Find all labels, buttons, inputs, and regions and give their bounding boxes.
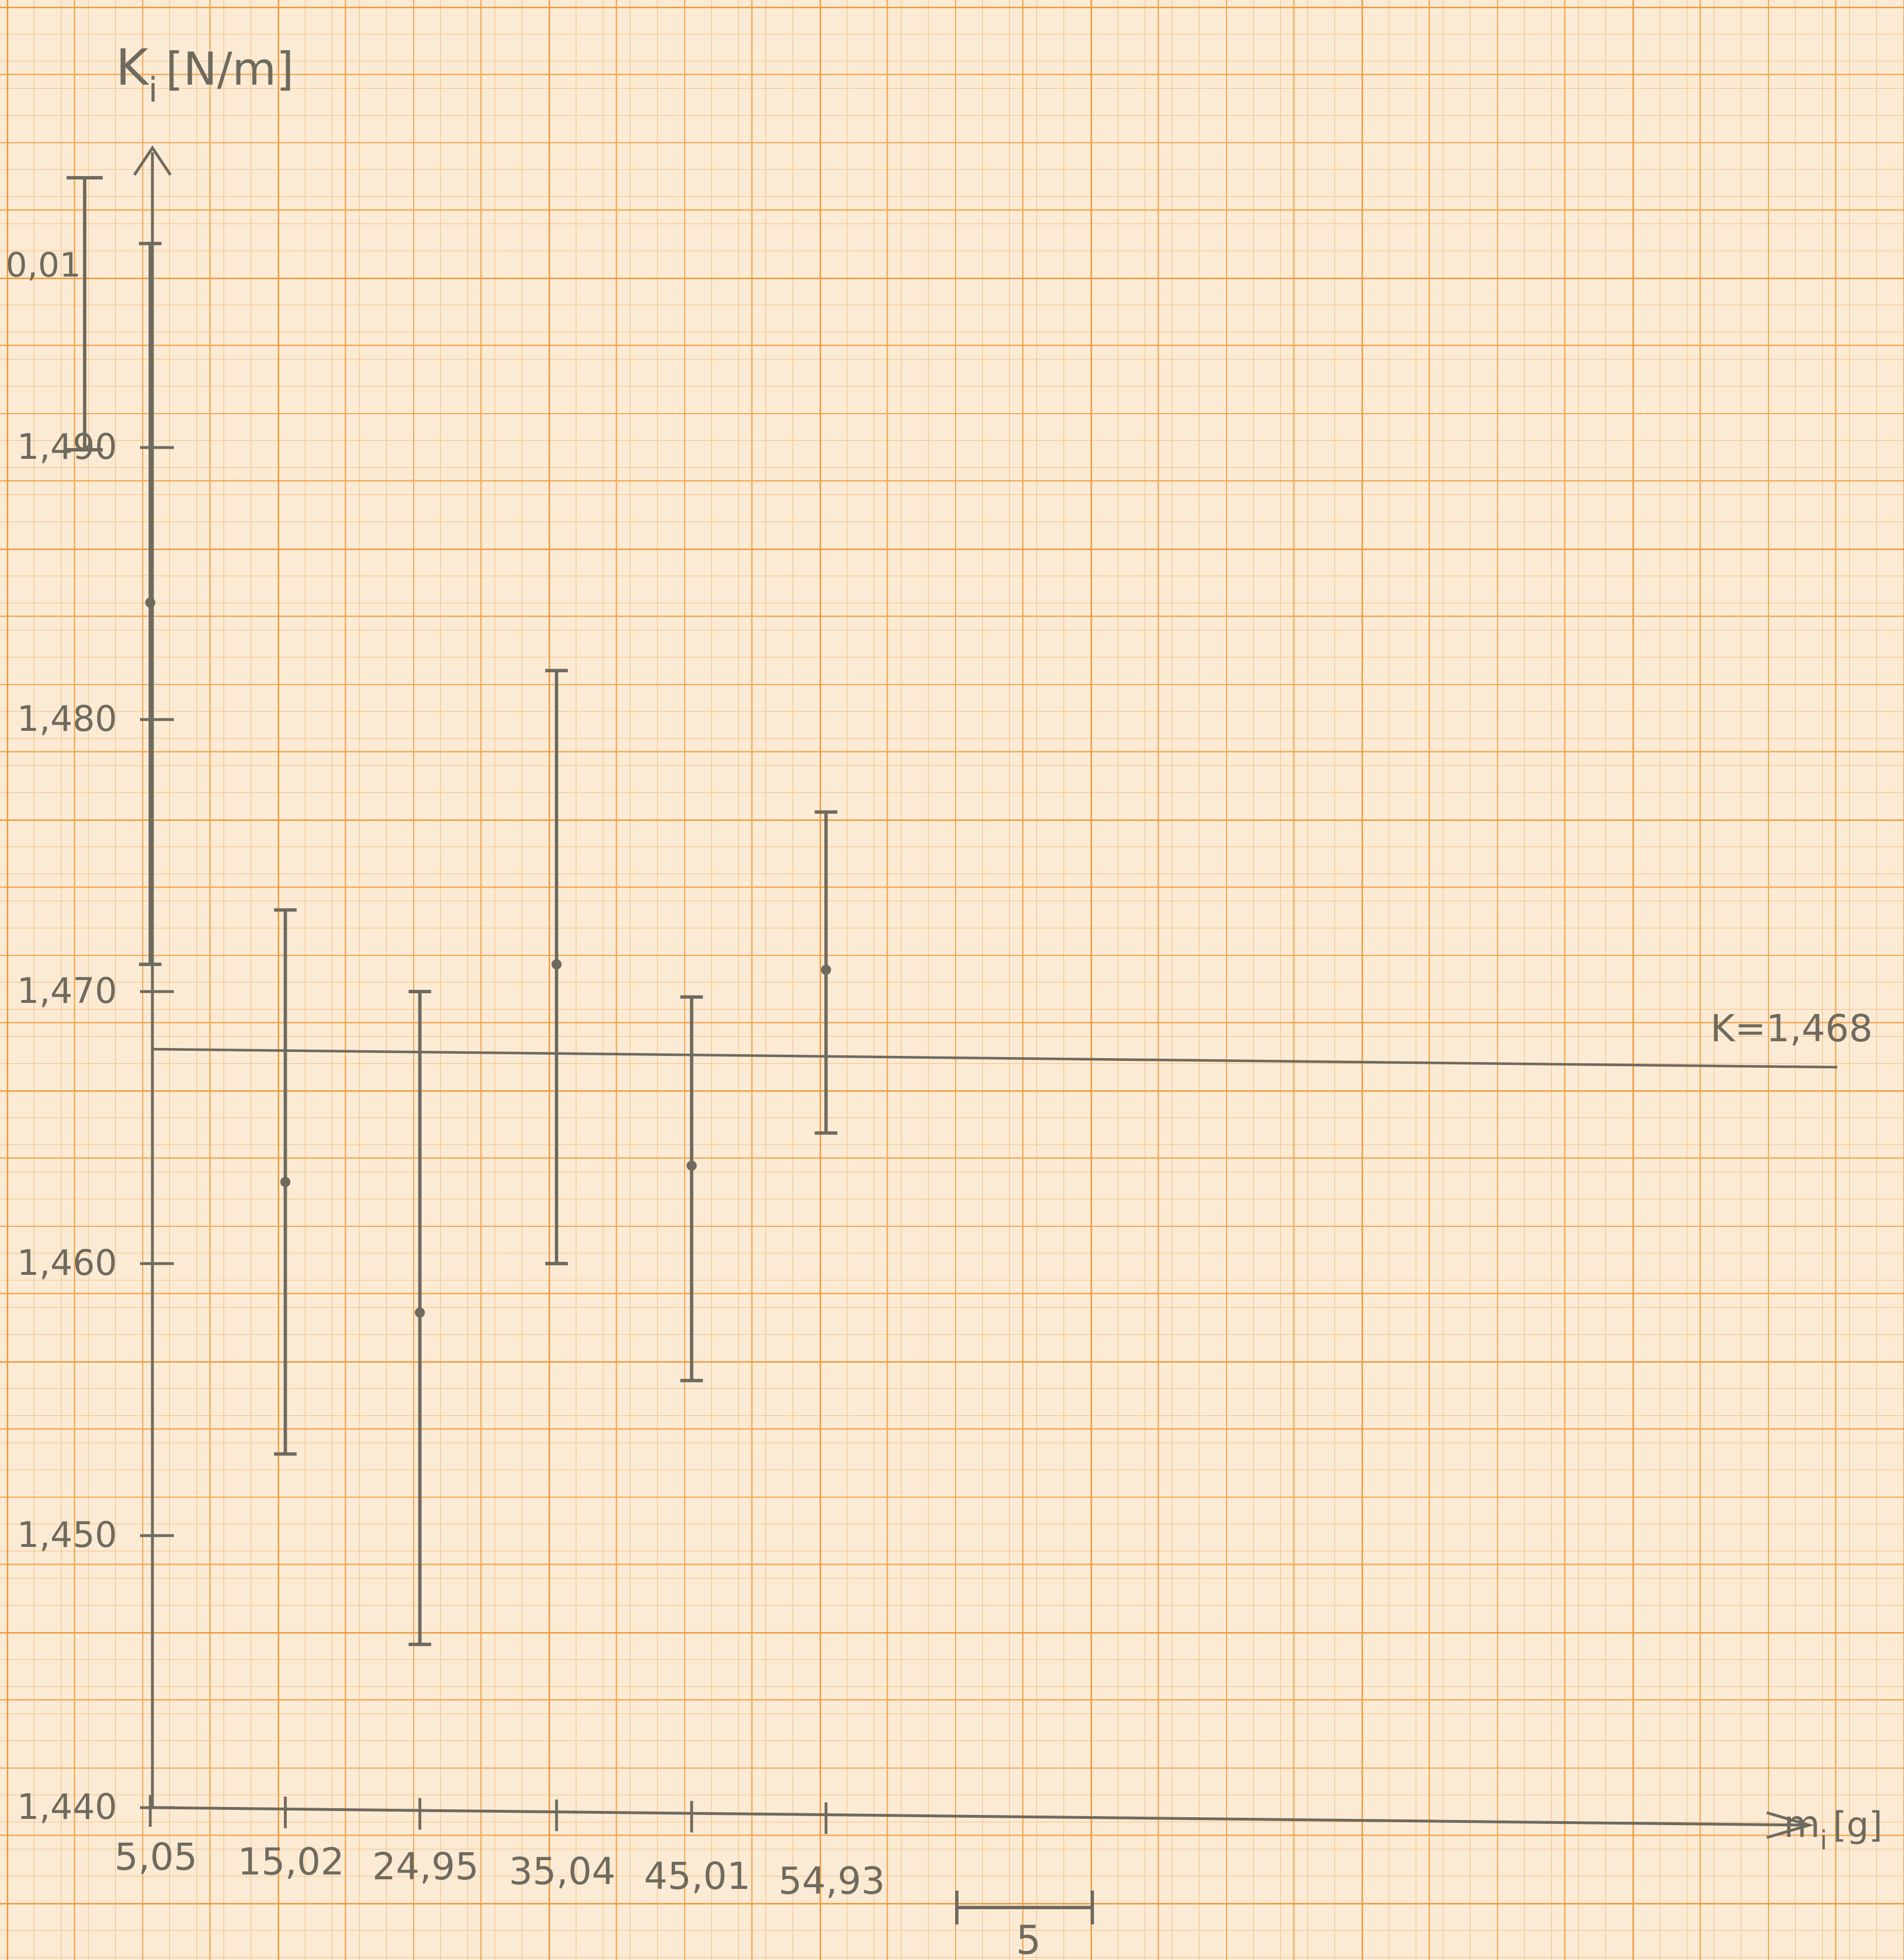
reference-line-group: [152, 1047, 1838, 1069]
y-axis-label-main: K: [116, 38, 150, 97]
data-point: [686, 1160, 697, 1171]
y-tick-label: 1,440: [17, 1786, 117, 1827]
reference-line-label: K=1,468: [1710, 1007, 1873, 1050]
y-tick-label: 1,450: [17, 1514, 117, 1555]
data-point: [280, 1177, 291, 1187]
reference-line: [152, 1047, 1838, 1069]
x-tick-label: 15,02: [238, 1840, 344, 1883]
x-scale-marker-label: 5: [1016, 1917, 1041, 1960]
data-point: [821, 964, 831, 975]
y-tick-label: 1,470: [17, 970, 117, 1011]
data-marks: [67, 176, 1094, 1924]
y-axis-label-unit: [N/m]: [165, 43, 294, 95]
x-tick-label: 35,04: [509, 1850, 615, 1893]
y-tick-label: 1,480: [17, 698, 117, 739]
y-axis-arrow: [133, 145, 172, 176]
x-tick-label: 24,95: [372, 1845, 479, 1888]
x-axis-label: mi [g]: [1784, 1803, 1883, 1856]
x-axis-label-unit: [g]: [1833, 1804, 1883, 1845]
data-point: [145, 597, 156, 608]
y-axis-label-sub: i: [148, 71, 158, 110]
x-axis-line: [152, 1806, 1807, 1827]
text-labels: 1,440 1,450 1,460 1,470 1,480 1,490 5,05 15,02 2…: [17, 426, 885, 1903]
data-point: [551, 959, 562, 970]
x-axis-arrow: [1766, 1811, 1814, 1839]
x-tick-label: 5,05: [115, 1835, 198, 1879]
y-tick-label: 1,460: [17, 1242, 117, 1283]
data-point: [414, 1307, 425, 1318]
y-tick-label: 1,490: [17, 426, 117, 467]
y-scale-marker-label: 0,01: [6, 245, 81, 285]
axes: [133, 145, 1814, 1839]
x-tick-label: 45,01: [644, 1854, 751, 1898]
x-axis-label-sub: i: [1820, 1825, 1827, 1856]
x-tick-label: 54,93: [778, 1860, 885, 1903]
y-axis-label: Ki [N/m]: [116, 38, 294, 110]
x-axis-label-main: m: [1784, 1803, 1820, 1846]
tick-marks: [140, 446, 828, 1834]
